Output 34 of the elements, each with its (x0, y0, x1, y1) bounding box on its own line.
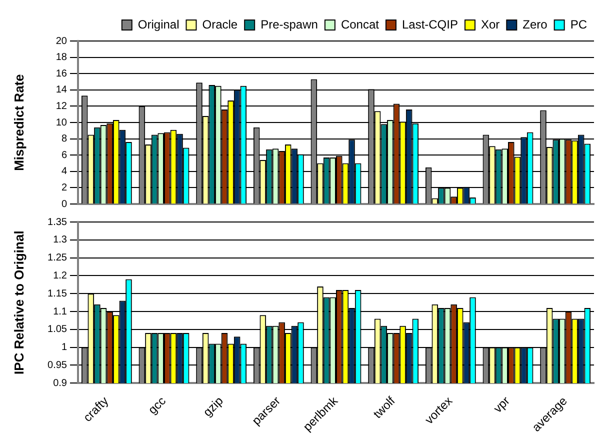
y-tick-label: 1.35 (48, 216, 68, 228)
legend-label: Concat (340, 17, 380, 32)
y-tick-label: 1.05 (48, 324, 68, 336)
y-tick-label: 8 (61, 134, 68, 145)
y-tick-label: 10 (56, 117, 68, 128)
legend-label: Pre-spawn (260, 17, 318, 32)
y-axis-title: IPC Relative to Original (11, 230, 26, 374)
x-tick-label: gzip (200, 394, 226, 420)
y-tick-label: 1.2 (53, 270, 68, 282)
y-tick-label: 1.1 (53, 306, 68, 318)
y-tick-label: 16 (56, 68, 68, 80)
x-tick-label: vpr (490, 394, 512, 416)
y-tick-label: 6 (61, 150, 68, 161)
legend-label: Xor (480, 17, 500, 32)
legend-label: Oracle (202, 17, 238, 32)
y-tick-label: 1.25 (48, 252, 68, 264)
y-tick-label: 1 (61, 342, 68, 354)
y-tick-label: 12 (56, 100, 68, 112)
legend-label: PC (570, 17, 588, 32)
y-tick-label: 0.9 (53, 378, 68, 389)
legend-label: Last-CQIP (402, 17, 458, 32)
y-tick-label: 20 (56, 36, 68, 47)
legend-label: Original (138, 17, 180, 32)
y-tick-label: 0 (61, 198, 68, 210)
y-tick-label: 2 (61, 182, 68, 194)
y-tick-label: 14 (56, 84, 68, 96)
y-tick-label: 18 (56, 52, 68, 64)
y-tick-label: 0.95 (48, 360, 68, 371)
y-tick-label: 1.3 (53, 234, 68, 246)
y-tick-label: 4 (61, 166, 68, 178)
y-axis-title: Mispredict Rate (11, 74, 26, 171)
y-tick-label: 1.15 (48, 288, 68, 300)
legend-label: Zero (522, 17, 548, 32)
x-tick-label: gcc (145, 394, 168, 417)
